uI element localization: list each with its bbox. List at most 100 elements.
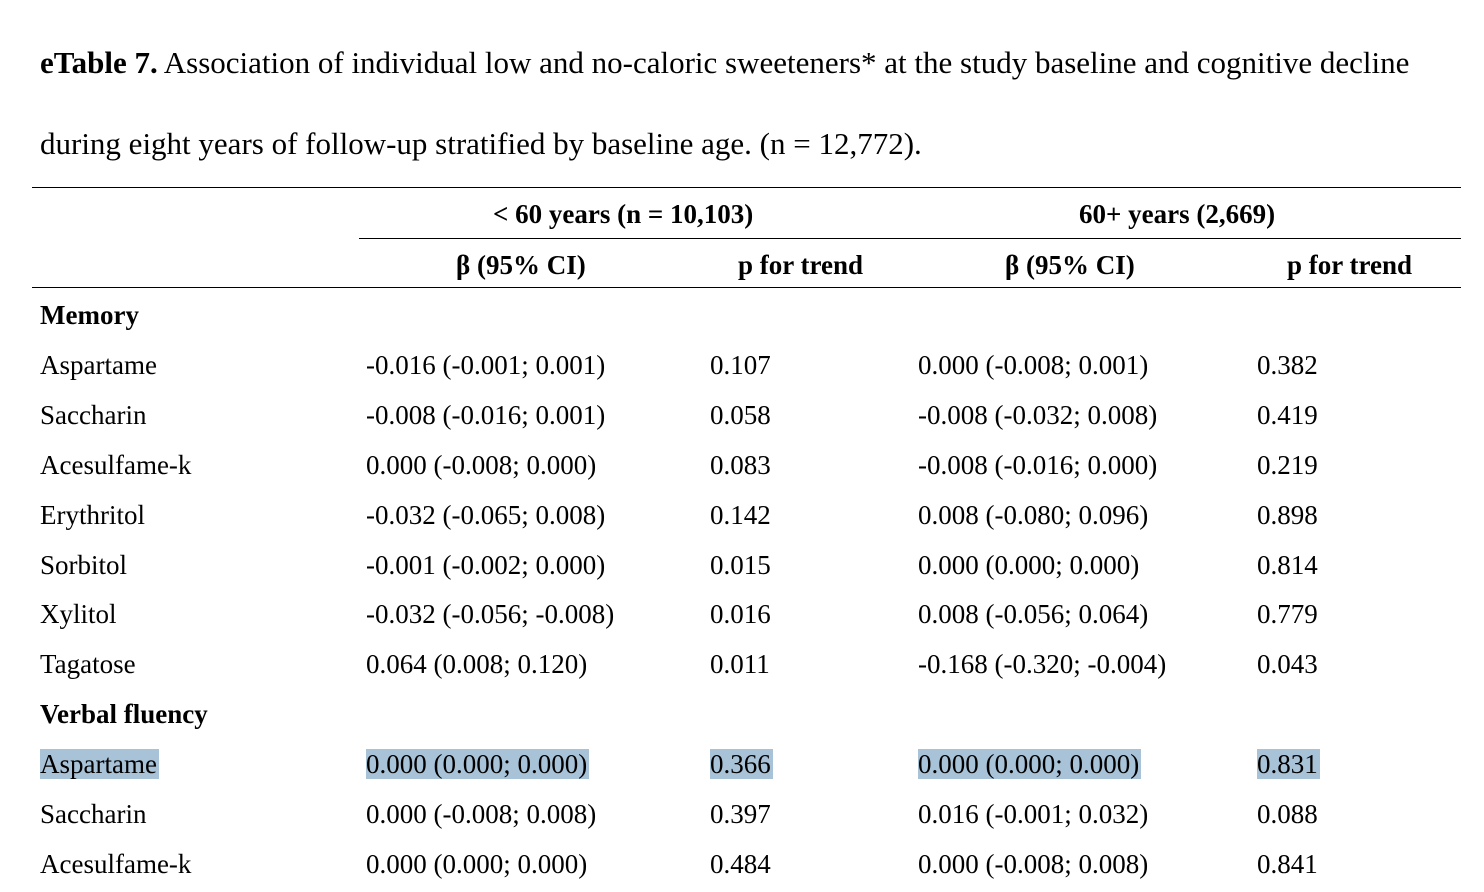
p-trend-60-plus-text: 0.088 — [1257, 799, 1318, 829]
p-trend-under-60-text: 0.016 — [710, 599, 771, 630]
group-header-rule — [359, 238, 1461, 239]
beta-60-plus-text: 0.000 (0.000; 0.000) — [918, 549, 1140, 580]
p-trend-60-plus: 0.814 — [1257, 546, 1318, 584]
beta-under-60: 0.000 (0.000; 0.000) — [366, 745, 590, 783]
p-trend-60-plus: 0.898 — [1257, 496, 1318, 534]
row-label-text: Erythritol — [40, 499, 145, 530]
row-label: Saccharin — [40, 396, 146, 434]
beta-under-60: -0.032 (-0.056; -0.008) — [366, 595, 614, 633]
p-trend-under-60: 0.015 — [710, 546, 771, 584]
row-label: Erythritol — [40, 496, 145, 534]
row-label-text: Saccharin — [40, 799, 147, 829]
column-header-p-1: p for trend — [738, 250, 864, 280]
p-trend-60-plus: 0.831 — [1257, 745, 1320, 783]
beta-60-plus: 0.008 (-0.056; 0.064) — [918, 595, 1148, 633]
p-trend-under-60: 0.484 — [710, 845, 771, 883]
beta-under-60-text: -0.001 (-0.002; 0.000) — [366, 549, 606, 580]
p-trend-60-plus-text: 0.419 — [1257, 399, 1318, 430]
p-trend-under-60: 0.083 — [710, 446, 771, 484]
beta-under-60: 0.000 (-0.008; 0.000) — [366, 446, 596, 484]
beta-under-60-text: 0.000 (0.000; 0.000) — [366, 749, 590, 780]
p-trend-60-plus: 0.779 — [1257, 595, 1318, 633]
row-label-text: Aspartame — [40, 749, 159, 780]
section-heading: Verbal fluency — [40, 699, 208, 730]
row-label-text: Xylitol — [40, 599, 117, 630]
column-header-p-2: p for trend — [1287, 250, 1413, 280]
beta-under-60-text: 0.064 (0.008; 0.120) — [366, 649, 588, 680]
beta-60-plus: -0.008 (-0.016; 0.000) — [918, 446, 1157, 484]
p-trend-under-60: 0.142 — [710, 496, 771, 534]
p-trend-under-60: 0.366 — [710, 745, 773, 783]
table-label: eTable 7. — [40, 45, 158, 80]
p-trend-60-plus-text: 0.814 — [1257, 549, 1318, 580]
p-trend-60-plus: 0.382 — [1257, 346, 1318, 384]
row-label: Aspartame — [40, 346, 157, 384]
beta-under-60-text: -0.016 (-0.001; 0.001) — [366, 349, 606, 380]
row-label: Saccharin — [40, 795, 146, 833]
p-trend-60-plus-text: 0.779 — [1257, 599, 1318, 630]
p-trend-60-plus: 0.043 — [1257, 645, 1318, 683]
beta-under-60: 0.000 (-0.008; 0.008) — [366, 795, 596, 833]
beta-under-60: -0.008 (-0.016; 0.001) — [366, 396, 605, 434]
beta-under-60-text: -0.032 (-0.056; -0.008) — [366, 599, 615, 630]
beta-60-plus-text: 0.000 (-0.008; 0.001) — [918, 349, 1149, 380]
group-header-under-60: < 60 years (n = 10,103) — [493, 199, 754, 229]
beta-under-60-text: 0.000 (-0.008; 0.000) — [366, 449, 597, 480]
beta-under-60-text: 0.000 (0.000; 0.000) — [366, 848, 588, 879]
p-trend-under-60-text: 0.015 — [710, 549, 771, 580]
beta-under-60: -0.001 (-0.002; 0.000) — [366, 546, 605, 584]
p-trend-60-plus-text: 0.382 — [1257, 349, 1318, 380]
row-label-text: Saccharin — [40, 399, 147, 430]
section-heading: Memory — [40, 300, 139, 330]
p-trend-60-plus-text: 0.898 — [1257, 499, 1318, 530]
beta-60-plus: -0.168 (-0.320; -0.004) — [918, 645, 1166, 683]
p-trend-under-60: 0.107 — [710, 346, 771, 384]
p-trend-60-plus-text: 0.841 — [1257, 848, 1318, 879]
row-label: Acesulfame-k — [40, 446, 191, 484]
table-top-rule — [32, 187, 1461, 188]
beta-under-60-text: -0.032 (-0.065; 0.008) — [366, 499, 606, 530]
p-trend-under-60: 0.397 — [710, 795, 771, 833]
row-label-text: Tagatose — [40, 649, 136, 680]
beta-under-60: 0.000 (0.000; 0.000) — [366, 845, 587, 883]
p-trend-60-plus: 0.219 — [1257, 446, 1318, 484]
beta-60-plus: 0.000 (-0.008; 0.008) — [918, 845, 1148, 883]
beta-60-plus: 0.000 (-0.008; 0.001) — [918, 346, 1148, 384]
beta-60-plus: -0.008 (-0.032; 0.008) — [918, 396, 1157, 434]
beta-60-plus: 0.008 (-0.080; 0.096) — [918, 496, 1148, 534]
row-label-text: Sorbitol — [40, 549, 128, 580]
p-trend-under-60-text: 0.366 — [710, 749, 773, 780]
p-trend-60-plus: 0.088 — [1257, 795, 1318, 833]
beta-under-60: -0.032 (-0.065; 0.008) — [366, 496, 605, 534]
caption-text: Association of individual low and no-cal… — [40, 45, 1410, 161]
p-trend-60-plus-text: 0.831 — [1257, 749, 1320, 780]
beta-60-plus-text: -0.168 (-0.320; -0.004) — [918, 649, 1167, 680]
p-trend-60-plus-text: 0.043 — [1257, 649, 1318, 680]
p-trend-under-60-text: 0.083 — [710, 449, 771, 480]
beta-60-plus-text: 0.000 (-0.008; 0.008) — [918, 848, 1149, 879]
column-header-beta-2: β (95% CI) — [1005, 250, 1135, 280]
p-trend-under-60-text: 0.058 — [710, 399, 771, 430]
row-label: Sorbitol — [40, 546, 127, 584]
beta-60-plus: 0.016 (-0.001; 0.032) — [918, 795, 1148, 833]
p-trend-under-60-text: 0.484 — [710, 848, 771, 879]
p-trend-under-60-text: 0.142 — [710, 499, 771, 530]
beta-under-60: -0.016 (-0.001; 0.001) — [366, 346, 605, 384]
row-label: Tagatose — [40, 645, 136, 683]
row-label: Xylitol — [40, 595, 117, 633]
p-trend-under-60: 0.058 — [710, 396, 771, 434]
beta-under-60-text: -0.008 (-0.016; 0.001) — [366, 399, 606, 430]
beta-60-plus: 0.000 (0.000; 0.000) — [918, 745, 1142, 783]
row-label: Acesulfame-k — [40, 845, 191, 883]
p-trend-60-plus: 0.841 — [1257, 845, 1318, 883]
header-bottom-rule — [32, 287, 1461, 288]
p-trend-60-plus: 0.419 — [1257, 396, 1318, 434]
p-trend-under-60-text: 0.011 — [710, 649, 770, 680]
table-caption: eTable 7. Association of individual low … — [40, 22, 1460, 184]
p-trend-60-plus-text: 0.219 — [1257, 449, 1318, 480]
row-label-text: Acesulfame-k — [40, 449, 192, 480]
beta-60-plus-text: -0.008 (-0.032; 0.008) — [918, 399, 1158, 430]
row-label-text: Aspartame — [40, 349, 157, 380]
beta-under-60-text: 0.000 (-0.008; 0.008) — [366, 799, 597, 829]
beta-60-plus-text: 0.000 (0.000; 0.000) — [918, 749, 1142, 780]
